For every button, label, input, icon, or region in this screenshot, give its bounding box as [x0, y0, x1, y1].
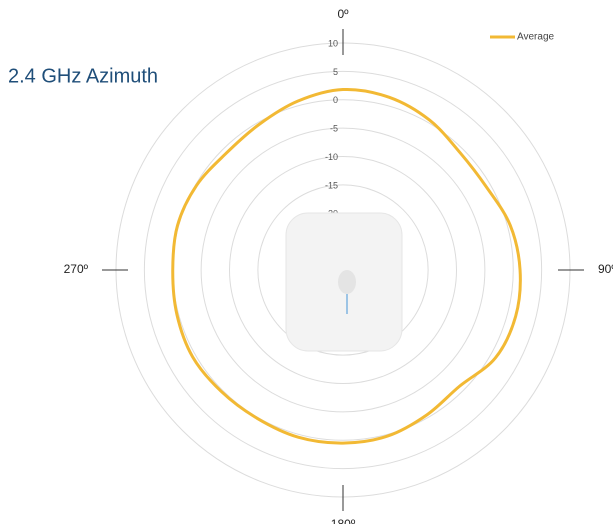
r-tick-label: 5 — [333, 67, 338, 77]
r-tick-label: -10 — [325, 152, 338, 162]
theta-tick-label: 0º — [337, 7, 349, 21]
device-logo — [338, 270, 356, 294]
r-tick-label: -5 — [330, 124, 338, 134]
device-image — [286, 213, 402, 351]
legend-label: Average — [517, 32, 555, 43]
r-tick-label: -15 — [325, 180, 338, 190]
chart-title: 2.4 GHz Azimuth — [8, 65, 158, 87]
theta-tick-label: 270º — [64, 262, 89, 276]
chart: 2.4 GHz Azimuth 1050-5-10-15-200º90º180º… — [0, 0, 613, 524]
r-tick-label: 0 — [333, 95, 338, 105]
theta-tick-label: 180º — [331, 517, 356, 524]
r-tick-label: 10 — [328, 38, 338, 48]
theta-tick-label: 90º — [598, 262, 613, 276]
